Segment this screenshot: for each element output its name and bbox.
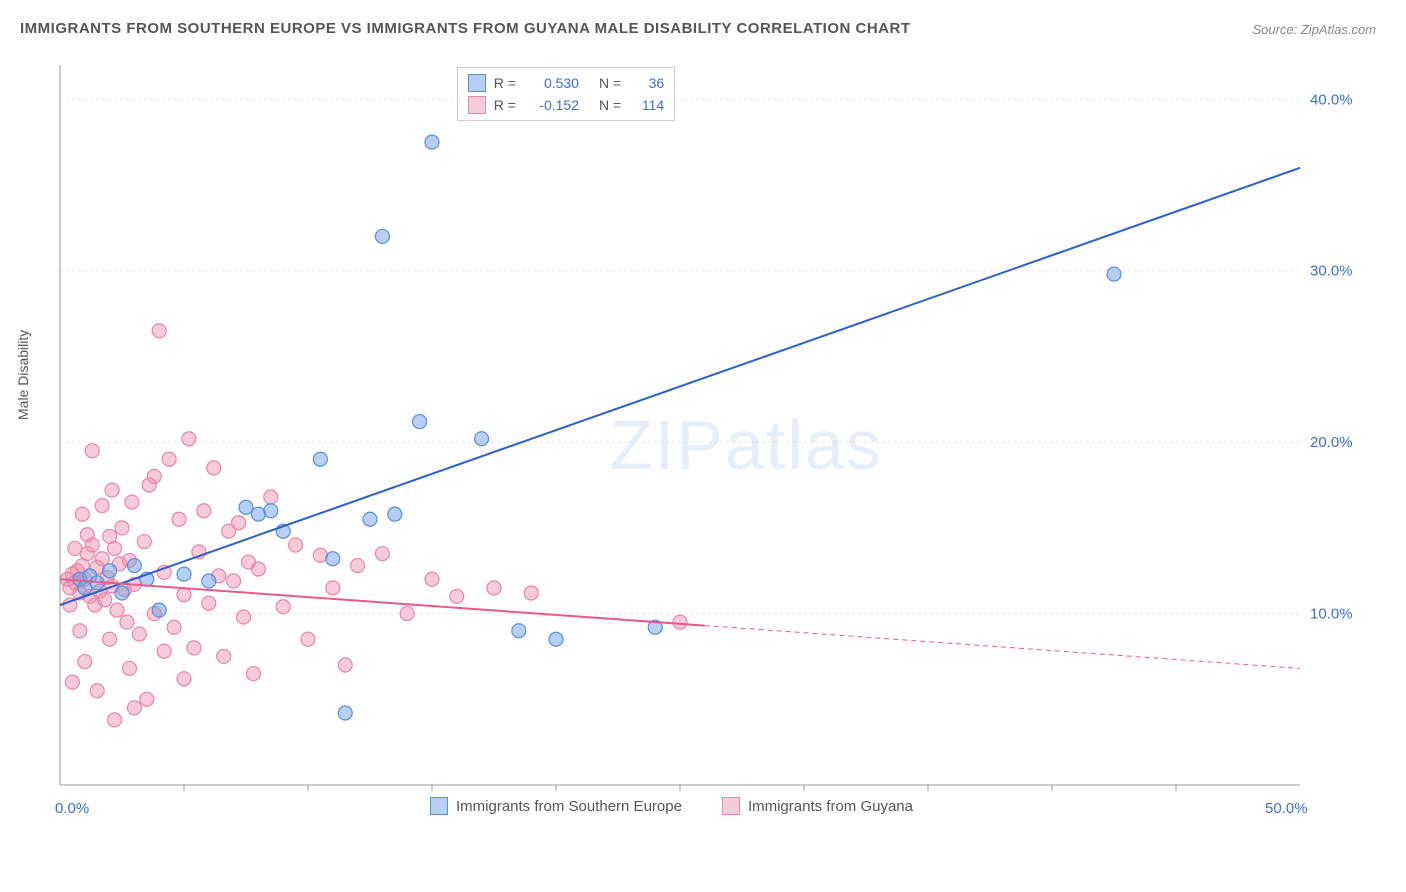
chart-svg: 10.0% 20.0% 30.0% 40.0% 0.0% 50.0% [50,55,1360,825]
plot-area: 10.0%20.0%30.0%40.0%0.0%50.0% ZIPatlas R… [50,55,1360,825]
legend-swatch-blue [430,797,448,815]
svg-text:0.0%: 0.0% [55,800,89,817]
legend-item-pink: Immigrants from Guyana [722,797,913,815]
chart-title: IMMIGRANTS FROM SOUTHERN EUROPE VS IMMIG… [20,20,911,37]
legend-item-blue: Immigrants from Southern Europe [430,797,682,815]
legend-swatch-pink [468,96,486,114]
legend-series: Immigrants from Southern Europe Immigrant… [430,797,913,815]
legend-n-label: N = [599,75,621,91]
source-label: Source: ZipAtlas.com [1252,22,1376,37]
legend-r-label: R = [494,75,516,91]
legend-label-pink: Immigrants from Guyana [748,798,913,815]
svg-text:50.0%: 50.0% [1265,800,1308,817]
y-axis-label: Male Disability [15,330,31,420]
legend-row-blue: R = 0.530 N = 36 [468,72,664,94]
legend-row-pink: R = -0.152 N = 114 [468,94,664,116]
svg-text:20.0%: 20.0% [1310,434,1353,451]
svg-text:30.0%: 30.0% [1310,263,1353,280]
legend-n-value-pink: 114 [629,97,664,113]
legend-r-value-blue: 0.530 [524,75,579,91]
legend-swatch-pink [722,797,740,815]
legend-label-blue: Immigrants from Southern Europe [456,798,682,815]
legend-n-value-blue: 36 [629,75,664,91]
svg-text:10.0%: 10.0% [1310,606,1353,623]
legend-r-value-pink: -0.152 [524,97,579,113]
legend-correlation: R = 0.530 N = 36 R = -0.152 N = 114 [457,67,675,121]
legend-swatch-blue [468,74,486,92]
legend-r-label: R = [494,97,516,113]
legend-n-label: N = [599,97,621,113]
svg-text:40.0%: 40.0% [1310,91,1353,108]
